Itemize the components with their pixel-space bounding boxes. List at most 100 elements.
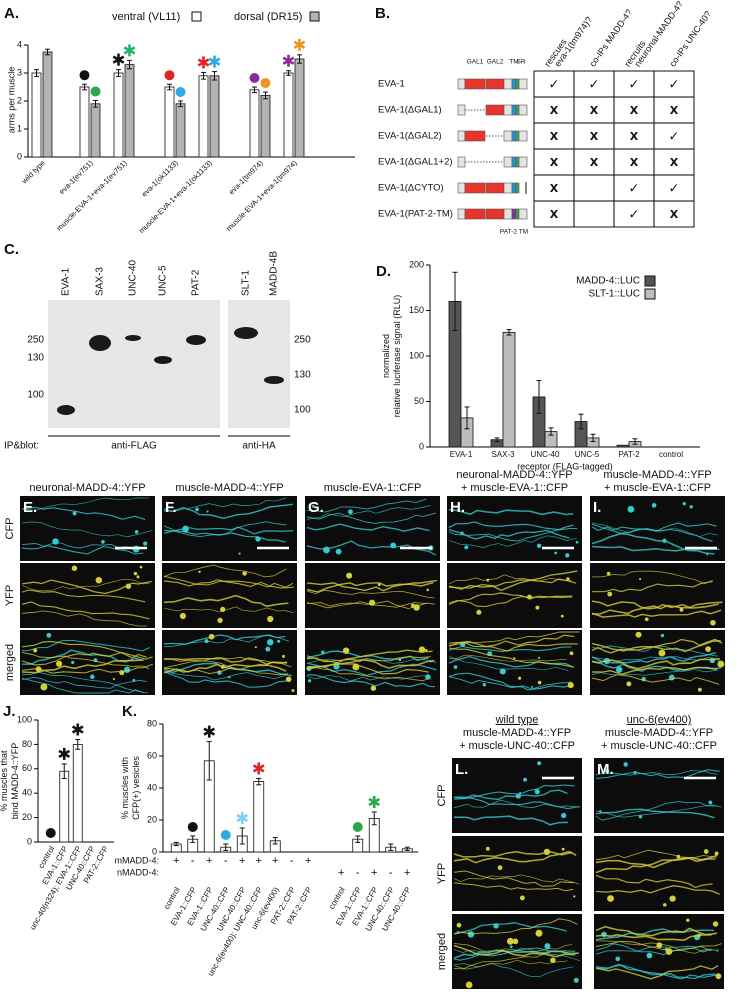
significance-asterisk [58,749,71,759]
legend-swatch [644,288,656,300]
micrograph-signal [448,529,570,540]
y-tick-label: 20 [147,814,157,824]
micrograph-signal [21,601,150,620]
micrograph-puncta [418,646,426,653]
micrograph-puncta [567,682,574,689]
micrograph-signal [306,512,437,524]
bar [164,86,175,158]
tm-domain [511,78,517,90]
micrograph-signal [306,662,437,677]
panel-label: K. [122,703,137,720]
lane-label: SLT-1 [241,270,252,296]
construct-body [503,104,513,116]
micrograph [20,496,155,561]
table-cell: X [550,156,559,169]
micrograph-signal [591,522,717,532]
micrograph-signal [21,545,144,555]
y-axis-label: % muscles with [120,757,130,819]
y-tick-label: 0 [419,441,424,451]
panel-title: wild type [495,714,539,726]
panel-label: D. [376,263,391,280]
table-cell: X [630,130,639,143]
micrograph-signal [22,649,143,665]
micrograph-signal [21,651,149,670]
micrograph-signal [448,535,577,548]
x-tick-label: UNC-5 [575,450,600,459]
micrograph-signal [21,506,146,521]
micrograph-signal [595,804,722,818]
micrograph-signal [21,639,151,652]
micrograph-signal [448,645,572,652]
micrograph-puncta [697,687,702,692]
micrograph-puncta [52,538,59,545]
micrograph-puncta [485,846,490,851]
gal2-domain [485,78,505,90]
micrograph-signal [591,669,719,676]
blot-band [234,327,258,339]
micrograph-signal [21,589,146,603]
y-tick-label: 60 [147,750,157,760]
panel-label: A. [4,5,19,22]
sr-domain [515,104,520,116]
micrograph-signal [595,874,713,889]
legend-label: SLT-1::LUC [589,289,641,300]
domain-label: PAT-2 TM [500,229,528,236]
micrograph [447,496,582,561]
bar [79,86,90,158]
micrograph-puncta [561,847,565,851]
panel-label: B. [375,5,390,22]
micrograph-puncta [615,666,623,673]
bar [260,95,271,158]
sr-domain [515,130,520,142]
micrograph-puncta [460,531,464,535]
row-label: CFP [4,518,16,540]
micrograph-puncta [90,674,95,680]
micrograph-puncta [513,657,516,660]
micrograph-puncta [554,551,558,555]
lane-label: MADD-4B [269,251,280,296]
panel-title: + muscle-UNC-40::CFP [601,740,717,752]
bar [283,72,294,158]
micrograph-puncta [712,921,719,927]
micrograph-signal [595,963,718,980]
micrograph-signal [21,659,144,674]
construct-name: EVA-1(PAT-2-TM) [378,209,453,220]
micrograph-signal [21,579,150,592]
micrograph-puncta [266,638,274,646]
panel-title: + muscle-EVA-1::CFP [461,482,568,494]
micrograph-signal [595,925,718,937]
row-sign: + [404,867,410,879]
micrograph-signal [595,943,712,956]
micrograph-puncta [714,851,719,856]
significance-dot [175,87,186,97]
x-tick-label: wild type [19,158,47,186]
panel-label: G. [308,499,324,516]
micrograph [20,630,155,695]
micrograph-puncta [377,583,381,587]
x-axis-label: receptor (FLAG-tagged) [517,461,613,471]
micrograph-signal [591,645,718,657]
significance-dot [352,822,363,832]
micrograph-puncta [527,594,532,600]
micrograph-puncta [626,681,632,687]
table-cell: X [550,182,559,195]
micrograph-puncta [321,650,325,654]
mw-label: 250 [27,335,44,346]
micrograph-signal [163,497,287,512]
micrograph-puncta [566,577,570,581]
micrograph-puncta [607,895,614,902]
panel-label: H. [450,499,465,516]
y-tick-label: 40 [147,782,157,792]
significance-dot [260,78,271,89]
micrograph-puncta [615,956,621,962]
micrograph-puncta [285,676,292,683]
micrograph-signal [306,655,432,663]
micrograph-puncta [635,631,642,638]
micrograph-puncta [705,646,712,653]
row-sign: - [389,867,393,879]
micrograph-signal [591,570,713,585]
micrograph-puncta [132,678,136,682]
micrograph-puncta [662,903,667,907]
x-tick-label: control [659,450,683,459]
gal1-domain [464,130,486,142]
